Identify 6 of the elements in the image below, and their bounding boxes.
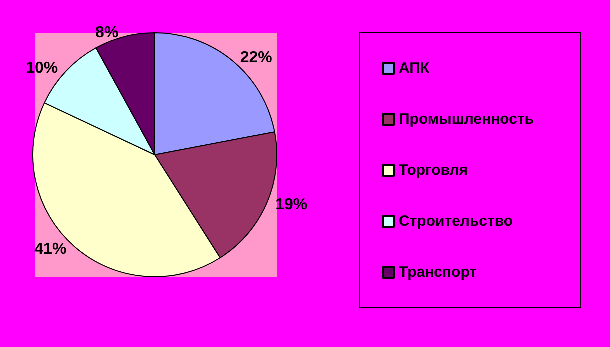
legend-label: Торговля (399, 162, 468, 179)
legend-label: Транспорт (399, 264, 478, 281)
legend-label: Строительство (399, 213, 514, 230)
legend-label: Промышленность (399, 111, 534, 128)
data-label: 22% (240, 49, 272, 66)
legend-label: АПК (399, 60, 430, 77)
